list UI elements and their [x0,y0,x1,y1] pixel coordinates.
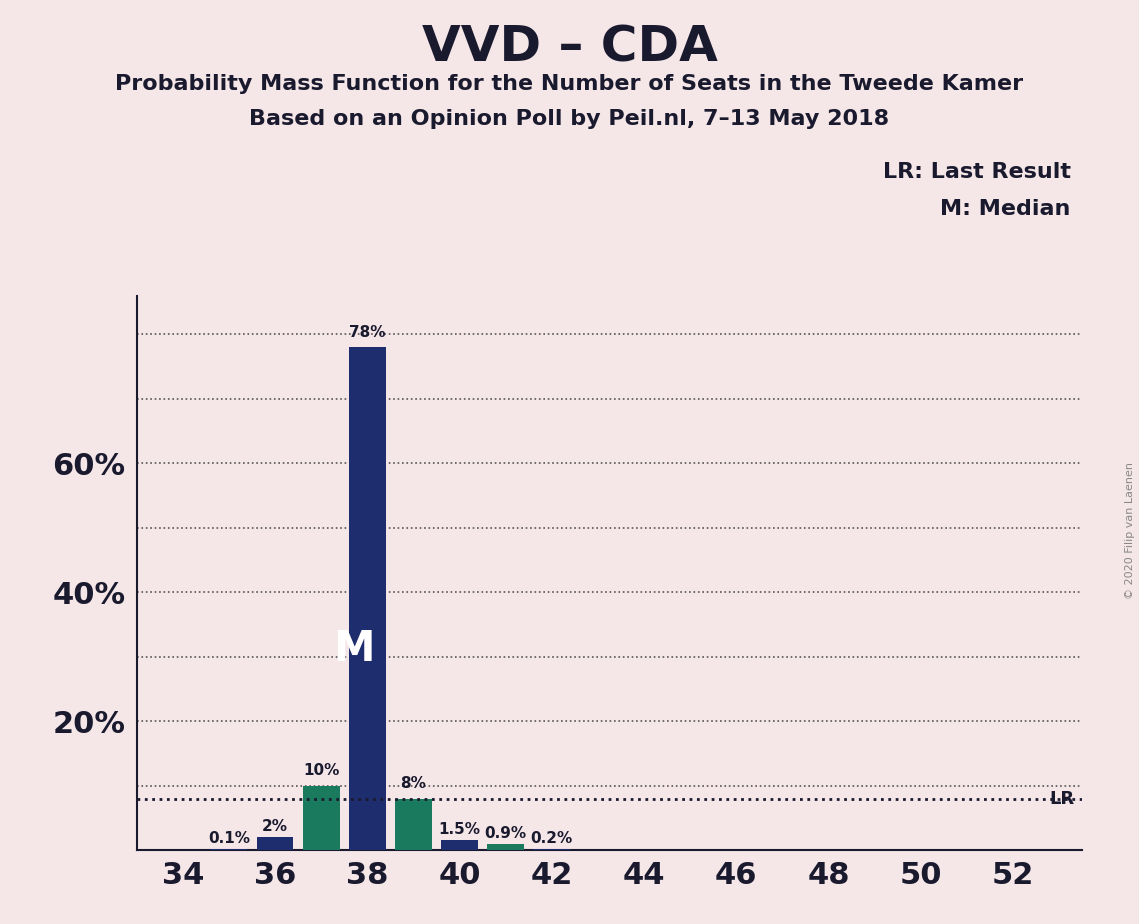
Bar [349,347,386,850]
Bar [395,798,432,850]
Bar [441,841,478,850]
Bar [533,849,571,850]
Bar [256,837,294,850]
Text: LR: LR [1050,789,1075,808]
Text: 2%: 2% [262,819,288,834]
Text: 0.2%: 0.2% [531,831,573,845]
Text: M: Median: M: Median [941,199,1071,219]
Text: 0.1%: 0.1% [208,832,249,846]
Text: VVD – CDA: VVD – CDA [421,23,718,71]
Text: Based on an Opinion Poll by Peil.nl, 7–13 May 2018: Based on an Opinion Poll by Peil.nl, 7–1… [249,109,890,129]
Bar [303,785,339,850]
Bar [487,845,524,850]
Text: 0.9%: 0.9% [484,826,526,841]
Text: M: M [333,628,375,670]
Text: LR: Last Result: LR: Last Result [883,162,1071,182]
Text: 10%: 10% [303,763,339,778]
Text: © 2020 Filip van Laenen: © 2020 Filip van Laenen [1125,462,1134,599]
Text: 8%: 8% [401,776,426,791]
Text: 78%: 78% [349,324,385,339]
Text: 1.5%: 1.5% [439,822,481,837]
Text: Probability Mass Function for the Number of Seats in the Tweede Kamer: Probability Mass Function for the Number… [115,74,1024,94]
